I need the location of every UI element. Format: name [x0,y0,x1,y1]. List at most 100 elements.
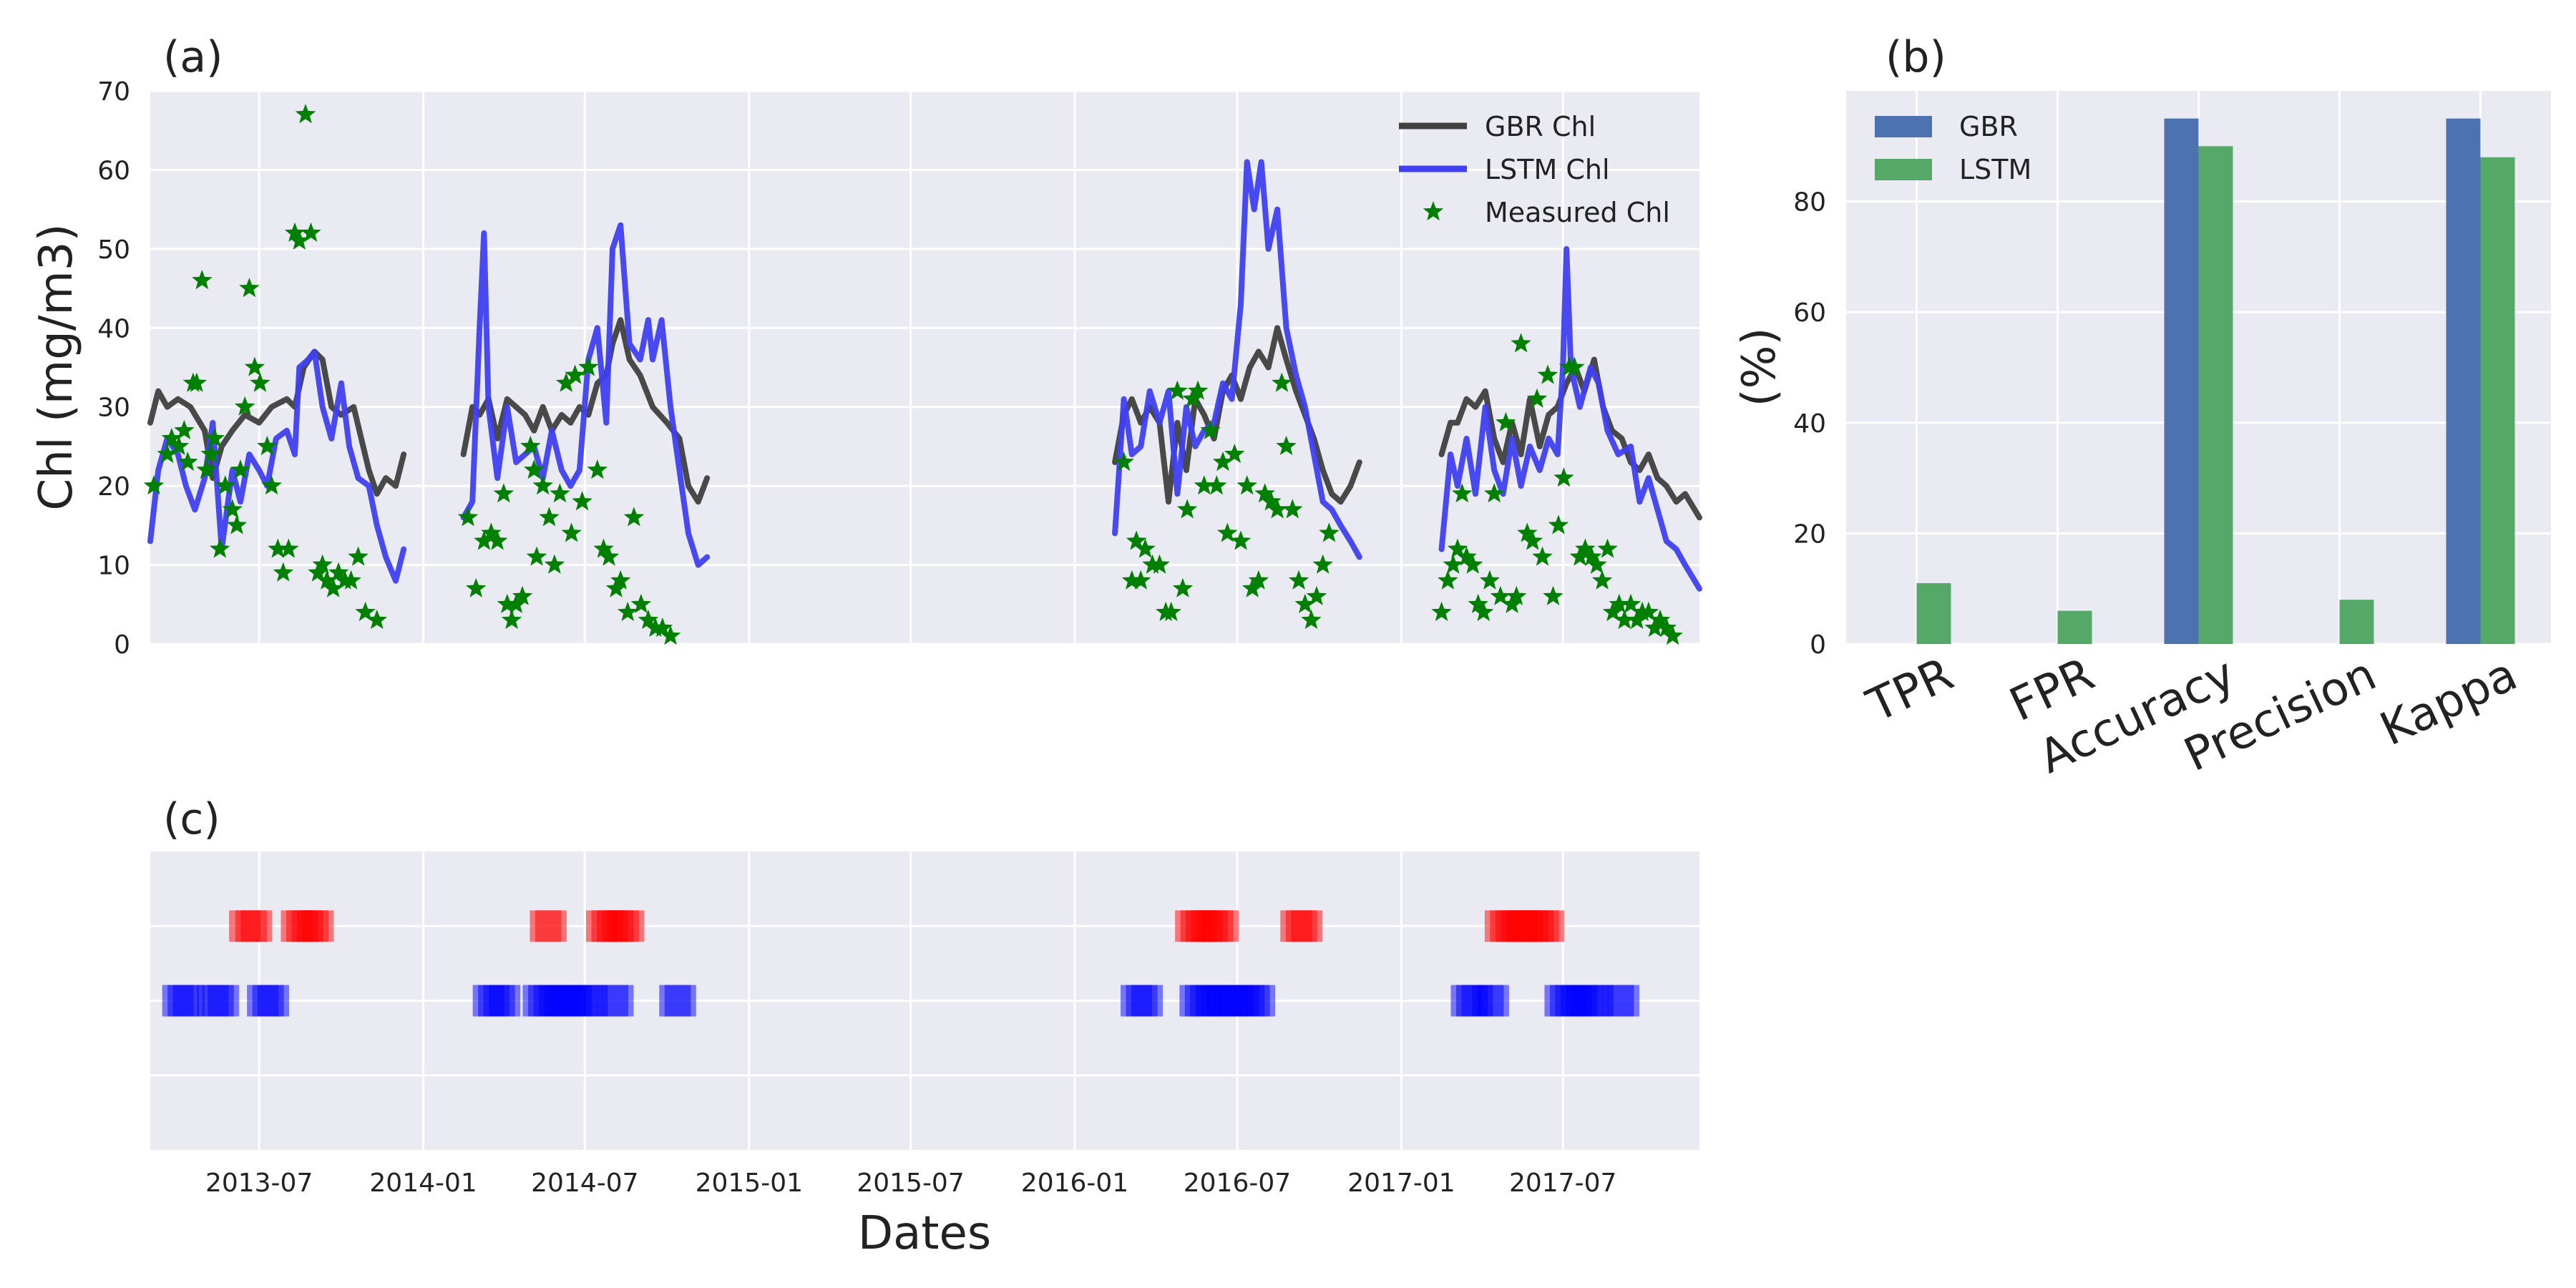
measured-chl-point [210,538,230,558]
measured-chl-point [587,459,608,479]
panel-c-x-axis-label: Dates [858,1207,991,1260]
series-line-1 [1112,159,1362,560]
measured-chl-point [474,530,494,550]
measured-chl-point [1176,499,1198,519]
measured-chl-point [1483,483,1505,503]
panel-a-chl-timeseries: (a) 0 10 20 30 40 50 60 70 Chl (mg/m3) GBR Chl … [30,32,1702,660]
measured-chl-point [578,356,599,376]
measured-chl-point [487,530,508,550]
measured-chl-point [1452,483,1473,503]
measured-chl-point [555,372,577,392]
measured-chl-point [268,538,288,558]
measured-chl-point [1206,475,1227,495]
measured-chl-point [1113,452,1134,472]
legend-gbr-label: GBR Chl [1485,111,1596,142]
measured-chl-point [215,475,235,495]
x-tick-label: 2015-01 [696,1169,803,1198]
measured-chl-point [196,459,217,479]
measured-chl-point [526,546,547,566]
measured-chl-point [1224,444,1245,464]
bar-accuracy-lstm [2198,146,2233,645]
measured-chl-point [1312,554,1333,574]
measured-chl-point [1602,601,1624,621]
measured-chl-point [316,570,338,590]
measured-chl-point [234,396,255,416]
measured-chl-point [598,546,620,566]
measured-chl-point [284,222,306,242]
legend-lstm-swatch [1875,159,1932,180]
x-tick-label: 2016-01 [1021,1169,1128,1198]
measured-chl-point [1522,530,1543,550]
measured-chl-point [565,364,585,384]
measured-chl-point [1200,419,1221,439]
panel-c-marks [162,910,1639,1017]
measured-chl-point [1301,609,1322,629]
measured-chl-point [222,499,243,519]
measured-chl-point [341,570,361,590]
measured-chl-point [1431,601,1452,621]
panel-a-y-axis-label: Chl (mg/m3) [30,224,83,511]
legend-lstm-label: LSTM Chl [1485,154,1610,185]
measured-chl-point [1575,538,1596,558]
measured-chl-point [1276,435,1297,456]
class-mark-red [1533,910,1565,942]
class-mark-blue [258,985,290,1017]
class-mark-red [535,910,567,942]
measured-chl-point [1438,570,1458,590]
bar-kappa-gbr [2446,118,2481,644]
y-tick-label: 0 [1810,630,1826,660]
series-line-0 [460,317,711,505]
measured-chl-point [328,562,349,582]
legend-gbr-swatch [1875,116,1932,137]
measured-chl-point [1537,364,1558,384]
measured-chl-point [239,278,260,298]
measured-chl-point [257,435,278,456]
measured-chl-point [1161,601,1181,621]
measured-chl-point [1248,570,1269,590]
y-tick-label: 40 [1793,409,1826,439]
measured-chl-point [168,435,190,456]
bar-fpr-lstm [2057,610,2092,644]
measured-chl-point [1490,585,1511,605]
measured-chl-point [506,593,527,613]
measured-chl-point [561,522,582,542]
measured-chl-point [520,435,541,456]
measured-chl-point [204,427,225,447]
measured-chl-point [250,372,270,392]
y-tick-label: 70 [97,77,130,107]
measured-chl-point [323,577,343,597]
measured-chl-point [226,514,248,535]
measured-chl-point [1172,577,1194,597]
measured-chl-point [1564,356,1585,376]
measured-chl-point [512,585,533,605]
panel-b-metrics-bar: (b) 0 20 40 60 80 (%) TPR FPRAccuracyPrecisio… [1733,32,2551,784]
measured-chl-point [278,538,299,558]
measured-chl-point [1591,570,1613,590]
measured-chl-point [261,475,282,495]
measured-chl-point [497,593,518,613]
x-tick-label: 2015-07 [857,1169,964,1198]
measured-chl-point [532,475,553,495]
measured-chl-point [539,507,560,527]
measured-chl-point [660,625,681,645]
measured-chl-point [1517,522,1538,542]
measured-chl-point [481,522,502,542]
x-tick-label: 2017-01 [1347,1169,1455,1198]
panel-b-bars [1916,118,2515,645]
measured-chl-point [1272,372,1292,392]
measured-chl-point [1254,483,1275,503]
measured-chl-point [630,593,652,613]
measured-chl-point [1506,585,1527,605]
series-line-0 [1438,356,1702,521]
measured-chl-point [1473,601,1494,621]
measured-chl-point [1149,554,1170,574]
measured-chl-point [192,270,213,290]
measured-chl-point [1614,609,1635,629]
y-tick-label: 40 [97,314,130,343]
measured-chl-point [348,546,369,566]
measured-chl-point [544,554,565,574]
measured-chl-point [1649,609,1671,629]
measured-chl-point [1662,625,1683,645]
panel-c-label: (c) [163,794,220,844]
